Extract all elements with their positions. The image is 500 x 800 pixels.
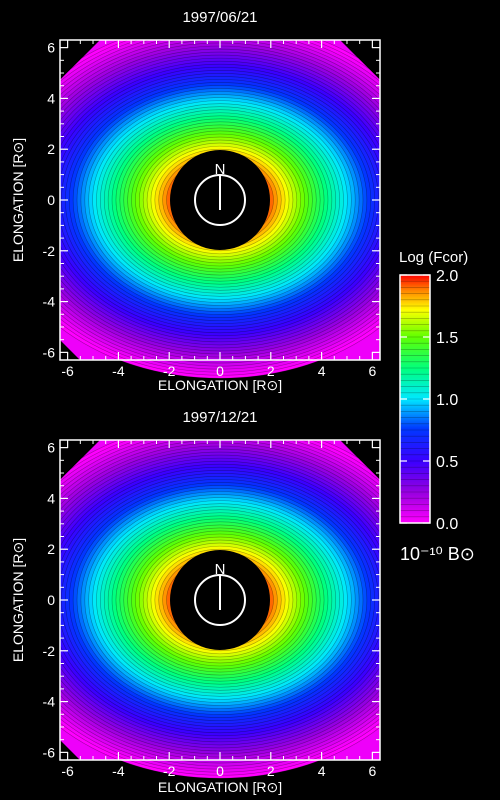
panel-1997-12-21: 1997/12/21 N -6 -4 -2 0 2 4 6 6 4 2 0 -2 -4 -6 ELONGA… [10, 409, 381, 795]
colorbar-tick-label: 1.0 [436, 392, 458, 409]
colorbar-title: Log (Fcor) [399, 249, 468, 266]
north-label: N [215, 161, 226, 178]
colorbar-tick-label: 0.5 [436, 454, 458, 471]
x-tick-label: 2 [267, 763, 275, 779]
x-tick-label: -4 [112, 763, 125, 779]
y-tick-label: -4 [43, 294, 56, 310]
x-tick-label: 2 [267, 363, 275, 379]
y-axis-label: ELONGATION [R⊙] [10, 138, 26, 262]
x-tick-label: 4 [318, 363, 326, 379]
x-tick-label: 0 [216, 763, 224, 779]
x-tick-label: 0 [216, 363, 224, 379]
y-tick-label: 2 [47, 541, 55, 557]
x-tick-label: 6 [368, 763, 376, 779]
y-tick-label: 0 [47, 592, 55, 608]
panel-title: 1997/06/21 [182, 9, 257, 26]
north-label: N [215, 561, 226, 578]
y-tick-label: 4 [47, 490, 55, 506]
y-tick-label: 6 [47, 440, 55, 456]
y-axis-label: ELONGATION [R⊙] [10, 538, 26, 662]
x-axis-label: ELONGATION [R⊙] [158, 377, 282, 393]
north-indicator: N [194, 561, 246, 626]
y-tick-label: 0 [47, 192, 55, 208]
x-tick-label: -6 [61, 763, 74, 779]
colorbar-tick-label: 2.0 [436, 268, 458, 285]
y-tick-label: -2 [43, 243, 56, 259]
x-tick-label: -2 [163, 763, 176, 779]
colorbar: Log (Fcor) 2.0 1.5 1.0 0.5 0.0 10⁻¹⁰ B⊙ [399, 249, 475, 564]
y-tick-label: -4 [43, 694, 56, 710]
axes: -6 -4 -2 0 2 4 6 6 4 2 0 -2 -4 -6 [43, 40, 380, 379]
x-tick-label: 4 [318, 763, 326, 779]
y-tick-label: 6 [47, 40, 55, 56]
colorbar-ticks: 2.0 1.5 1.0 0.5 0.0 [400, 268, 458, 533]
x-axis-label: ELONGATION [R⊙] [158, 779, 282, 795]
y-tick-label: 2 [47, 141, 55, 157]
axes: -6 -4 -2 0 2 4 6 6 4 2 0 -2 -4 -6 [43, 440, 380, 779]
y-tick-label: -2 [43, 643, 56, 659]
x-tick-label: 6 [368, 363, 376, 379]
y-tick-label: -6 [43, 744, 56, 760]
panel-title: 1997/12/21 [182, 409, 257, 426]
y-tick-label: -6 [43, 344, 56, 360]
colorbar-unit: 10⁻¹⁰ B⊙ [400, 544, 475, 564]
panel-1997-06-21: 1997/06/21 N -6 -4 -2 0 2 4 6 6 4 2 0 -2 -4 -6 ELONGA… [10, 9, 381, 393]
x-tick-label: -6 [61, 363, 74, 379]
y-tick-label: 4 [47, 90, 55, 106]
colorbar-tick-label: 0.0 [436, 516, 458, 533]
x-tick-label: -4 [112, 363, 125, 379]
x-tick-label: -2 [163, 363, 176, 379]
colorbar-tick-label: 1.5 [436, 330, 458, 347]
north-indicator: N [194, 161, 246, 226]
